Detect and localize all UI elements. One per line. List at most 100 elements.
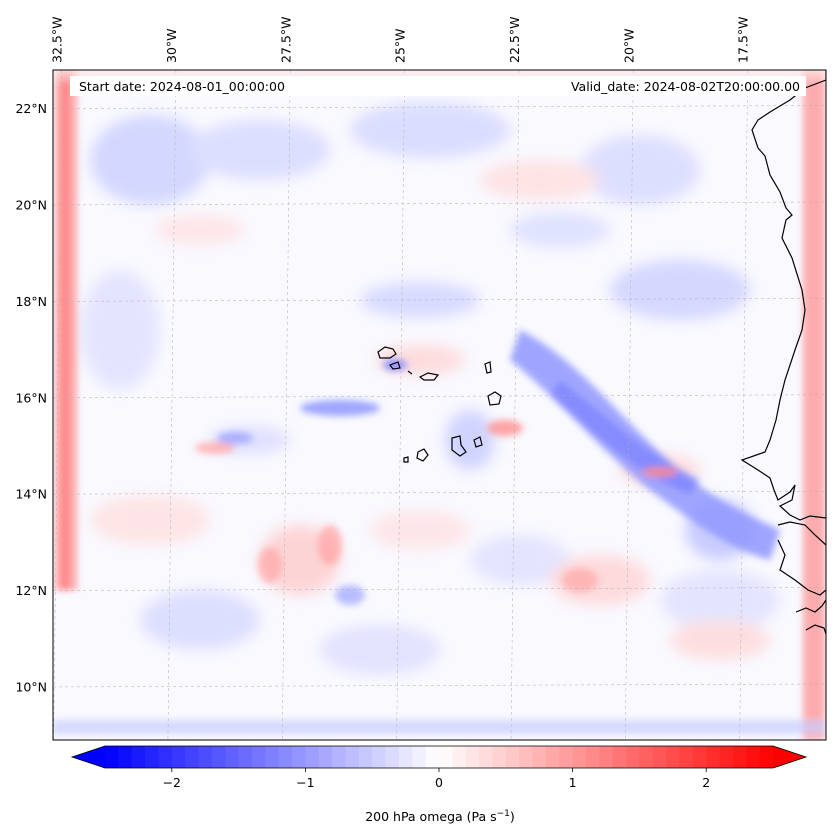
colorbar-cell — [746, 746, 761, 768]
lat-tick-label: 22°N — [15, 101, 47, 116]
lat-gridline — [53, 683, 826, 688]
longitude-tick-labels: 32.5°W 30°W 27.5°W 25°W 22.5°W 20°W 17.5°W — [50, 17, 751, 63]
africa-coastline — [740, 70, 826, 521]
colorbar-cell — [425, 746, 440, 768]
omega-field — [53, 70, 826, 740]
colorbar-cell — [105, 746, 119, 768]
colorbar-cell — [251, 746, 266, 768]
lat-tick-label: 16°N — [15, 390, 47, 405]
gridlines — [53, 70, 826, 740]
date-strip — [70, 76, 806, 96]
lat-gridline — [53, 201, 826, 206]
colorbar-cell — [505, 746, 520, 768]
colorbar-cell — [292, 746, 306, 768]
colorbar-cell — [225, 746, 240, 768]
colorbar-cell — [131, 746, 146, 768]
lon-tick-label: 20°W — [621, 28, 636, 63]
colorbar-cell — [439, 746, 453, 768]
lon-tick-label: 30°W — [164, 28, 179, 63]
colorbar-cell — [572, 746, 587, 768]
lat-gridline — [53, 394, 826, 399]
colorbar-cell — [732, 746, 747, 768]
lon-gridline — [396, 70, 405, 740]
lat-tick-label: 12°N — [15, 583, 47, 598]
colorbar-tick-label: −2 — [163, 775, 181, 790]
colorbar-title-superscript: −1 — [497, 809, 510, 819]
colorbar-cell — [118, 746, 133, 768]
colorbar-cell — [706, 746, 721, 768]
colorbar-cells — [72, 746, 806, 768]
lat-tick-label: 10°N — [15, 679, 47, 694]
colorbar-cell — [278, 746, 293, 768]
coastlines — [377, 70, 826, 635]
colorbar-cell — [692, 746, 707, 768]
latitude-tick-labels: 22°N 20°N 18°N 16°N 14°N 12°N 10°N — [15, 101, 47, 694]
colorbar-cell — [345, 746, 360, 768]
colorbar-cell — [759, 746, 774, 768]
colorbar-cell — [599, 746, 614, 768]
colorbar-cell — [238, 746, 253, 768]
colorbar-cell — [145, 746, 159, 768]
colorbar-cell — [385, 746, 400, 768]
colorbar-title: 200 hPa omega (Pa s−1) — [365, 809, 515, 824]
colorbar-extend-min — [72, 746, 105, 768]
colorbar-cell — [412, 746, 427, 768]
lat-tick-label: 18°N — [15, 294, 47, 309]
colorbar-cell — [679, 746, 694, 768]
colorbar-cell — [318, 746, 333, 768]
colorbar: −2 −1 0 1 2 200 hPa omega (Pa s−1) — [70, 745, 808, 824]
colorbar-tick-label: 2 — [702, 775, 710, 790]
colorbar-cell — [452, 746, 467, 768]
santo-antao-island — [377, 346, 397, 359]
colorbar-cell — [479, 746, 493, 768]
colorbar-cell — [398, 746, 413, 768]
lon-gridline — [167, 70, 177, 740]
lat-gridline — [53, 105, 826, 109]
boa-vista-island — [487, 391, 502, 406]
colorbar-cell — [465, 746, 480, 768]
colorbar-cell — [519, 746, 534, 768]
colorbar-tick-label: 0 — [435, 775, 443, 790]
start-date-label: Start date: 2024-08-01_00:00:00 — [79, 79, 285, 94]
map-panel: Start date: 2024-08-01_00:00:00 Valid_da… — [15, 17, 827, 741]
colorbar-cell — [652, 746, 667, 768]
colorbar-cell — [585, 746, 600, 768]
colorbar-cell — [639, 746, 654, 768]
valid-date-label: Valid_date: 2024-08-02T20:00:00.00 — [571, 79, 800, 94]
colorbar-cell — [198, 746, 213, 768]
lon-gridline — [282, 70, 291, 740]
map-frame — [52, 69, 827, 741]
lat-gridline — [53, 490, 826, 495]
santiago-island — [451, 435, 467, 457]
colorbar-tick-label: −1 — [296, 775, 314, 790]
colorbar-cell — [626, 746, 640, 768]
lon-gridline — [739, 70, 748, 740]
lat-gridline — [53, 587, 826, 591]
colorbar-cell — [265, 746, 280, 768]
lon-gridline — [625, 70, 634, 740]
colorbar-cell — [719, 746, 734, 768]
colorbar-outline — [70, 745, 808, 769]
colorbar-cell — [305, 746, 320, 768]
colorbar-cell — [372, 746, 387, 768]
colorbar-cell — [185, 746, 200, 768]
colorbar-cell — [211, 746, 226, 768]
colorbar-cell — [171, 746, 186, 768]
colorbar-cell — [492, 746, 507, 768]
colorbar-cell — [666, 746, 680, 768]
colorbar-cell — [545, 746, 560, 768]
lon-tick-label: 27.5°W — [278, 17, 293, 63]
colorbar-cell — [332, 746, 346, 768]
lon-tick-label: 17.5°W — [736, 17, 751, 63]
fogo-island — [416, 448, 429, 462]
colorbar-ticks: −2 −1 0 1 2 — [163, 768, 710, 790]
colorbar-extend-max — [773, 746, 806, 768]
colorbar-cell — [358, 746, 373, 768]
lat-gridline — [53, 298, 826, 302]
colorbar-cell — [612, 746, 627, 768]
colorbar-tick-label: 1 — [569, 775, 577, 790]
lon-gridline — [510, 70, 520, 740]
lon-gridline — [53, 70, 62, 740]
lat-tick-label: 14°N — [15, 487, 47, 502]
